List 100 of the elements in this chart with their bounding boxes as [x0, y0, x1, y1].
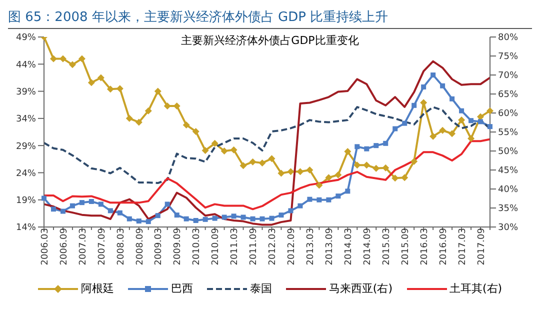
point: [363, 162, 370, 169]
point: [184, 216, 189, 222]
point: [98, 202, 104, 207]
point: [240, 162, 247, 170]
x-tick-label: 2008.09: [135, 228, 146, 266]
x-tick-label: 2015.03: [382, 228, 392, 266]
x-tick-label: 2016.09: [438, 228, 449, 266]
point: [345, 188, 350, 194]
legend-label: 阿根廷: [80, 281, 114, 296]
point: [488, 124, 492, 130]
y2-tick-label: 55%: [498, 128, 518, 138]
y2-tick-label: 50%: [498, 147, 518, 158]
y2-tick-label: 40%: [498, 185, 518, 196]
point: [450, 96, 455, 102]
x-tick-label: 2007.03: [78, 228, 88, 266]
point: [430, 72, 436, 78]
point: [249, 158, 256, 166]
x-tick-label: 2014.03: [344, 228, 354, 266]
x-tick-label: 2010.03: [192, 228, 202, 266]
x-tick-label: 2016.03: [420, 228, 430, 266]
point: [372, 164, 380, 172]
point: [230, 146, 238, 154]
point: [258, 159, 266, 166]
point: [383, 140, 388, 146]
point: [68, 61, 76, 68]
y2-tick-label: 70%: [498, 71, 518, 82]
x-tick-label: 2007.09: [97, 228, 108, 266]
y-tick-label: 49%: [16, 33, 36, 44]
point: [316, 182, 323, 189]
point: [278, 170, 285, 177]
y2-tick-label: 45%: [498, 166, 518, 176]
x-tick-label: 2006.03: [40, 228, 50, 266]
y2-tick-label: 60%: [498, 109, 518, 120]
legend-label: 马来西亚(右): [328, 281, 392, 296]
y-tick-label: 44%: [16, 60, 36, 70]
point: [326, 197, 332, 202]
point: [278, 212, 284, 218]
point: [70, 203, 75, 208]
y2-tick-label: 65%: [498, 90, 518, 100]
y2-tick-label: 35%: [498, 204, 518, 214]
point: [392, 174, 399, 182]
legend-label: 土耳其(右): [450, 281, 502, 296]
point: [211, 140, 218, 147]
x-tick-label: 2015.09: [400, 228, 411, 266]
point: [116, 85, 124, 92]
point: [135, 118, 142, 126]
point: [477, 113, 484, 120]
x-tick-label: 2017.09: [476, 228, 487, 266]
point: [222, 214, 227, 220]
point: [344, 148, 352, 156]
x-tick-label: 2012.09: [287, 228, 298, 266]
point: [164, 102, 171, 110]
chart-title: 图 65：2008 年以来，主要新兴经济体外债占 GDP 比重持续上升: [8, 8, 532, 29]
point: [212, 216, 218, 221]
x-tick-label: 2013.09: [325, 228, 336, 266]
point: [307, 196, 312, 202]
y-tick-label: 24%: [16, 168, 36, 179]
x-tick-label: 2012.03: [268, 228, 278, 266]
legend-label: 巴西: [170, 281, 193, 296]
point: [459, 108, 464, 114]
y2-tick-label: 80%: [498, 33, 518, 44]
y2-tick-label: 75%: [498, 52, 518, 62]
point: [146, 219, 151, 224]
point: [192, 128, 200, 135]
point: [174, 212, 180, 218]
point: [382, 164, 390, 172]
point: [220, 148, 228, 154]
point: [50, 206, 56, 212]
point: [458, 116, 466, 124]
x-tick-label: 2013.03: [306, 228, 316, 266]
point: [59, 55, 66, 62]
y-tick-label: 19%: [16, 196, 36, 206]
x-tick-label: 2009.03: [154, 228, 164, 266]
point: [173, 102, 180, 110]
point: [478, 119, 484, 124]
point: [334, 171, 342, 178]
point: [202, 216, 208, 222]
point: [117, 210, 122, 216]
point: [296, 168, 304, 176]
point: [155, 213, 160, 218]
point: [126, 216, 132, 222]
point: [298, 203, 303, 208]
point: [97, 74, 104, 82]
point: [430, 132, 437, 140]
point: [325, 174, 332, 182]
chart-subtitle: 主要新兴经济体外债占GDP比重变化: [181, 34, 359, 47]
y-tick-label: 39%: [16, 87, 36, 98]
point: [439, 126, 446, 134]
point: [354, 144, 360, 150]
point: [410, 158, 418, 165]
point: [88, 79, 95, 86]
point: [468, 118, 474, 124]
point: [402, 120, 408, 126]
point: [88, 198, 94, 204]
point: [250, 216, 256, 222]
point: [106, 86, 114, 93]
x-tick-label: 2010.09: [211, 228, 222, 266]
y-tick-label: 14%: [16, 223, 36, 234]
point: [78, 55, 86, 62]
point: [374, 143, 379, 148]
